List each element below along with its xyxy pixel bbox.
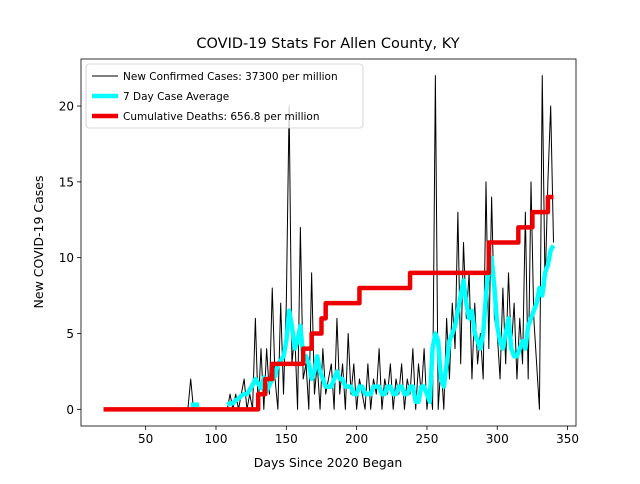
x-tick-label: 150 (275, 432, 298, 446)
x-tick-label: 250 (415, 432, 438, 446)
x-tick-label: 300 (486, 432, 509, 446)
x-tick-label: 100 (205, 432, 228, 446)
y-tick-label: 20 (59, 100, 74, 114)
legend-label: Cumulative Deaths: 656.8 per million (123, 111, 320, 123)
y-tick-label: 15 (59, 175, 74, 189)
legend-label: New Confirmed Cases: 37300 per million (123, 71, 338, 83)
series-line (190, 244, 556, 408)
y-axis-label: New COVID-19 Cases (31, 176, 46, 309)
chart-title: COVID-19 Stats For Allen County, KY (196, 36, 459, 52)
legend-label: 7 Day Case Average (123, 91, 229, 103)
x-tick-label: 200 (345, 432, 368, 446)
y-tick-label: 0 (66, 403, 74, 417)
y-tick-label: 10 (59, 251, 74, 265)
x-tick-label: 50 (138, 432, 153, 446)
legend-frame (85, 63, 364, 129)
axes: 50 100 150 200 250 300 350 0 5 10 15 20 (59, 100, 579, 446)
y-tick-label: 5 (66, 327, 74, 341)
legend: New Confirmed Cases: 37300 per million 7 … (85, 63, 364, 129)
plot-frame (80, 58, 577, 427)
series-line (187, 75, 554, 410)
x-tick-label: 350 (556, 432, 579, 446)
x-axis-label: Days Since 2020 Began (254, 455, 403, 470)
series-line (103, 194, 554, 412)
